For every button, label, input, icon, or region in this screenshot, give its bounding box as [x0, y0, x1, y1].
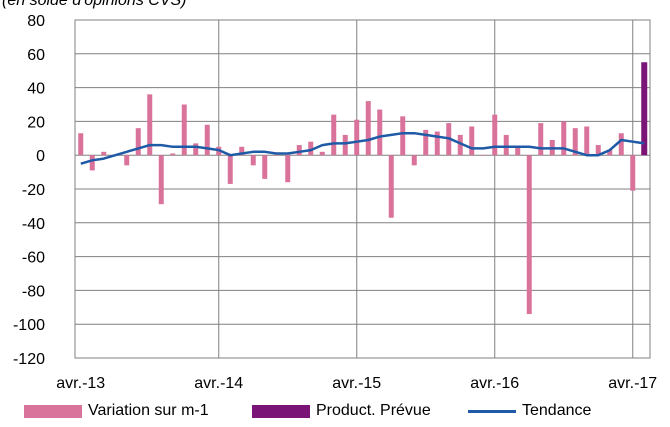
bar-variation — [170, 153, 176, 156]
legend-swatch-tendance — [468, 409, 516, 413]
bar-variation — [561, 121, 567, 156]
bar-variation — [400, 116, 406, 156]
bar-variation — [262, 155, 268, 179]
y-tick-label: 0 — [36, 148, 45, 165]
y-tick-label: -60 — [22, 250, 45, 267]
bar-variation — [365, 101, 371, 156]
bar-variation — [78, 133, 84, 156]
bar-variation — [503, 134, 509, 156]
bar-variation — [124, 155, 130, 166]
bar-variation — [250, 155, 256, 166]
bar-variation — [285, 155, 291, 183]
bar-variation — [526, 155, 532, 315]
chart-legend: Variation sur m-1 Product. Prévue Tendan… — [0, 402, 670, 426]
bar-variation — [457, 134, 463, 156]
bar-variation — [618, 133, 624, 156]
legend-swatch-production-prevue — [252, 404, 310, 418]
bar-variation — [630, 155, 636, 191]
legend-item-variation: Variation sur m-1 — [24, 402, 209, 420]
bar-production-prevue — [641, 62, 648, 156]
bar-variation — [388, 155, 394, 218]
y-tick-label: -120 — [13, 351, 45, 368]
bar-variation — [147, 94, 153, 156]
bar-variation — [434, 131, 440, 156]
legend-label-tendance: Tendance — [522, 402, 592, 419]
line-tendance — [80, 131, 645, 165]
y-tick-label: -20 — [22, 182, 45, 199]
bar-variation — [135, 128, 141, 156]
x-tick-label: avr.-16 — [470, 375, 519, 392]
bar-variation — [296, 145, 302, 156]
bar-variation — [492, 114, 498, 156]
bar-variation — [227, 155, 233, 184]
y-tick-label: -80 — [22, 283, 45, 300]
bar-variation — [607, 150, 613, 156]
bar-variation — [319, 151, 325, 156]
bar-variation — [595, 145, 601, 156]
bar-variation — [193, 143, 199, 156]
bar-variation — [515, 146, 521, 156]
bar-variation — [584, 126, 590, 156]
legend-item-tendance: Tendance — [468, 402, 591, 420]
bar-variation — [469, 126, 475, 156]
bar-variation — [342, 134, 348, 156]
bar-variation — [572, 128, 578, 156]
bar-variation — [480, 155, 486, 156]
chart-subtitle: (en solde d'opinions CVS) — [2, 0, 187, 9]
bar-variation — [308, 141, 314, 156]
bar-variation — [181, 104, 187, 156]
y-tick-label: 40 — [27, 81, 45, 98]
bar-variation — [89, 155, 95, 171]
x-tick-label: avr.-13 — [56, 375, 105, 392]
y-tick-label: 80 — [27, 13, 45, 30]
bar-variation — [354, 119, 360, 156]
bar-variation — [331, 114, 337, 156]
legend-label-variation: Variation sur m-1 — [88, 402, 209, 419]
bar-variation — [158, 155, 164, 205]
bar-variation — [411, 155, 417, 166]
legend-swatch-variation — [24, 404, 82, 418]
bar-variation — [239, 146, 245, 156]
bar-variation — [101, 151, 107, 156]
y-tick-label: -40 — [22, 216, 45, 233]
x-tick-label: avr.-14 — [194, 375, 243, 392]
y-tick-label: -100 — [13, 317, 45, 334]
bar-variation — [377, 109, 383, 156]
legend-label-production-prevue: Product. Prévue — [316, 402, 431, 419]
y-tick-label: 20 — [27, 114, 45, 131]
x-tick-label: avr.-17 — [608, 375, 657, 392]
bar-variation — [204, 124, 210, 156]
bar-variation — [538, 123, 544, 156]
bar-variation — [423, 129, 429, 156]
chart-plot: 80 60 40 20 0 -20 -40 -60 -80 -100 -120 avr.-13 avr.… — [13, 13, 657, 392]
y-tick-label: 60 — [27, 47, 45, 64]
legend-item-production-prevue: Product. Prévue — [252, 402, 431, 420]
bar-variation — [273, 155, 279, 156]
x-tick-label: avr.-15 — [332, 375, 381, 392]
